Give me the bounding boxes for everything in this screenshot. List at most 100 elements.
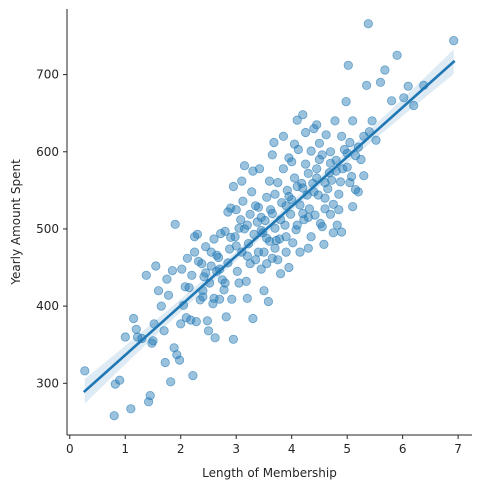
scatter-point [270,189,280,199]
scatter-point [336,131,347,141]
scatter-point [259,286,269,296]
x-tick-label: 0 [66,442,74,456]
scatter-point [332,220,342,230]
scatter-point [350,151,361,161]
scatter-point [141,270,151,280]
x-tick-label: 5 [343,442,351,456]
scatter-point [175,355,185,365]
scatter-point [267,208,277,219]
scatter-point [242,293,252,303]
scatter-point [147,338,157,348]
scatter-point [245,209,255,219]
scatter-point [288,238,298,248]
scatter-point [298,110,308,120]
scatter-point [380,65,390,75]
scatter-point [162,274,172,284]
scatter-point [270,223,280,233]
scatter-point [159,326,169,336]
scatter-point [231,241,241,251]
scatter-point [342,162,352,172]
scatter-point [328,228,338,238]
scatter-point [191,316,201,327]
scatter-point [325,158,336,168]
scatter-point [256,264,266,274]
scatter-point [278,164,288,174]
scatter-point [210,333,220,343]
scatter-point [223,207,233,217]
scatter-point [319,239,329,249]
scatter-point [392,50,402,60]
scatter-point [281,232,291,242]
scatter-point [359,171,369,181]
scatter-point [186,315,196,325]
scatter-point [129,313,139,324]
scatter-point [232,266,242,276]
scatter-point [177,264,187,274]
scatter-point [126,404,136,414]
scatter-point [166,377,176,387]
axes: 0 1 2 3 4 5 6 7 300 400 500 600 700 [36,9,472,456]
scatter-point [262,192,272,202]
scatter-point [331,155,341,165]
x-tick-label: 7 [454,442,462,456]
x-axis-label: Length of Membership [202,466,337,480]
scatter-point [341,97,351,107]
scatter-point [449,35,459,46]
scatter-point [289,139,300,149]
scatter-point [310,210,320,220]
scatter-point [237,176,247,186]
scatter-point [242,220,252,230]
scatter-point [298,183,308,193]
scatter-point [262,233,272,243]
scatter-point [201,242,211,252]
scatter-point [335,177,346,187]
scatter-point [264,176,275,186]
scatter-point [170,219,180,229]
scatter-point [153,286,164,296]
scatter-point [371,135,381,145]
scatter-point [367,116,377,126]
scatter-point [300,159,311,169]
scatter-point [353,187,363,197]
scatter-point [227,294,237,304]
scatter-point [273,255,283,265]
scatter-point [269,137,279,148]
scatter-point [248,313,258,324]
regression-line [82,59,456,394]
scatter-point [303,168,313,178]
scatter-point [172,350,182,360]
scatter-point [325,147,336,157]
scatter-point [312,120,322,130]
plot-area [80,19,459,421]
scatter-point [216,229,226,239]
scatter-point [219,285,229,295]
scatter-point [182,253,192,263]
scatter-point [163,290,174,300]
scatter-point [188,370,198,381]
scatter-point [273,178,283,188]
scatter-point [109,411,119,421]
scatter-point [399,93,409,103]
y-tick-label: 600 [36,145,59,159]
scatter-point [190,247,200,257]
scatter-point [348,116,358,126]
scatter-point [267,150,277,160]
x-tick-label: 2 [177,442,185,456]
scatter-point [115,375,125,385]
scatter-point [292,181,302,192]
scatter-point [197,259,207,269]
scatter-point [167,265,177,276]
scatter-point [160,357,170,368]
scatter-point [334,205,344,215]
scatter-point [320,193,330,203]
scatter-point [151,261,161,271]
scatter-point [201,268,211,278]
scatter-point [292,220,302,230]
scatter-point [262,259,272,269]
scatter-point [209,293,219,303]
scatter-point [312,164,322,174]
scatter-point [295,247,305,257]
scatter-point [198,292,208,302]
scatter-point [228,181,238,192]
